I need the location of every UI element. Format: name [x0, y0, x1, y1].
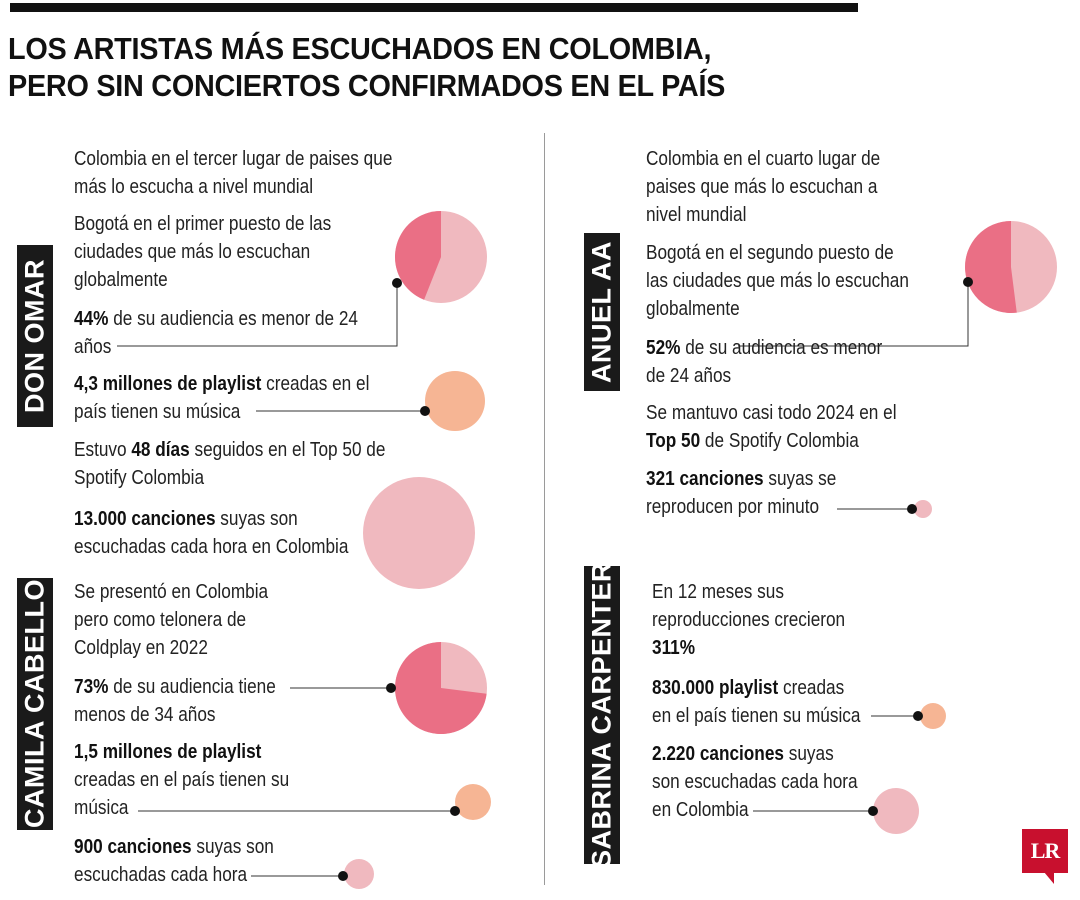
- anuel-fact-top50: Se mantuvo casi todo 2024 en el Top 50 de…: [646, 402, 897, 452]
- don-omar-fact-city: Bogotá en el primer puesto de las ciudade…: [74, 213, 332, 291]
- anuel-fact-audience: 52% de su audiencia es menor de 24 años: [646, 337, 883, 387]
- camila-audience-pie: [395, 642, 487, 734]
- top-rule: [10, 3, 858, 12]
- lr-logo-tail: [1044, 872, 1054, 884]
- sabrina-fact-growth: En 12 meses sus reproducciones crecieron 3…: [652, 581, 846, 659]
- don-omar-fact-rank: Colombia en el tercer lugar de paises qu…: [74, 148, 393, 198]
- camila-playlist-bubble: [455, 784, 491, 820]
- pie-share-slice: [965, 221, 1017, 313]
- camila-fact-audience: 73% de su audiencia tiene menos de 34 año…: [74, 676, 276, 726]
- page-title: LOS ARTISTAS MÁS ESCUCHADOS EN COLOMBIA,…: [8, 30, 725, 104]
- leader-dots: [338, 277, 973, 881]
- leader-lines: [117, 282, 969, 877]
- anuel-songs-bubble: [914, 500, 932, 518]
- don-omar-songs-bubble: [363, 477, 475, 589]
- don-omar-fact-top50: Estuvo 48 días seguidos en el Top 50 de S…: [74, 439, 386, 489]
- don-omar-fact-songs: 13.000 canciones suyas son escuchadas cad…: [74, 508, 349, 558]
- pie-share-slice: [395, 211, 441, 300]
- don-omar-fact-playlists: 4,3 millones de playlist creadas en el pa…: [74, 373, 370, 423]
- pie-share-slice: [395, 642, 487, 734]
- anuel-fact-songs: 321 canciones suyas se reproducen por min…: [646, 468, 837, 518]
- camila-songs-bubble: [344, 859, 374, 889]
- camila-fact-concert: Se presentó en Colombia pero como teloner…: [74, 581, 269, 659]
- lr-logo: LR: [1022, 829, 1068, 873]
- sabrina-fact-songs: 2.220 canciones suyas son escuchadas cada…: [652, 743, 858, 821]
- sabrina-songs-bubble: [873, 788, 919, 834]
- anuel-fact-rank: Colombia en el cuarto lugar de paises que…: [646, 148, 881, 226]
- don-omar-audience-pie: [395, 211, 487, 303]
- column-divider: [544, 133, 545, 885]
- don-omar-playlist-bubble: [425, 371, 485, 431]
- anuel-fact-city: Bogotá en el segundo puesto de las ciudad…: [646, 242, 909, 320]
- don-omar-fact-audience: 44% de su audiencia es menor de 24 años: [74, 308, 359, 358]
- camila-fact-playlists: 1,5 millones de playlist creadas en el pa…: [74, 741, 290, 819]
- sabrina-fact-playlists: 830.000 playlist creadas en el país tiene…: [652, 677, 861, 727]
- title-line-2: PERO SIN CONCIERTOS CONFIRMADOS EN EL PA…: [8, 68, 726, 103]
- sabrina-playlist-bubble: [920, 703, 946, 729]
- title-line-1: LOS ARTISTAS MÁS ESCUCHADOS EN COLOMBIA,: [8, 31, 712, 66]
- camila-fact-songs: 900 canciones suyas son escuchadas cada h…: [74, 836, 274, 886]
- anuel-audience-pie: [965, 221, 1057, 313]
